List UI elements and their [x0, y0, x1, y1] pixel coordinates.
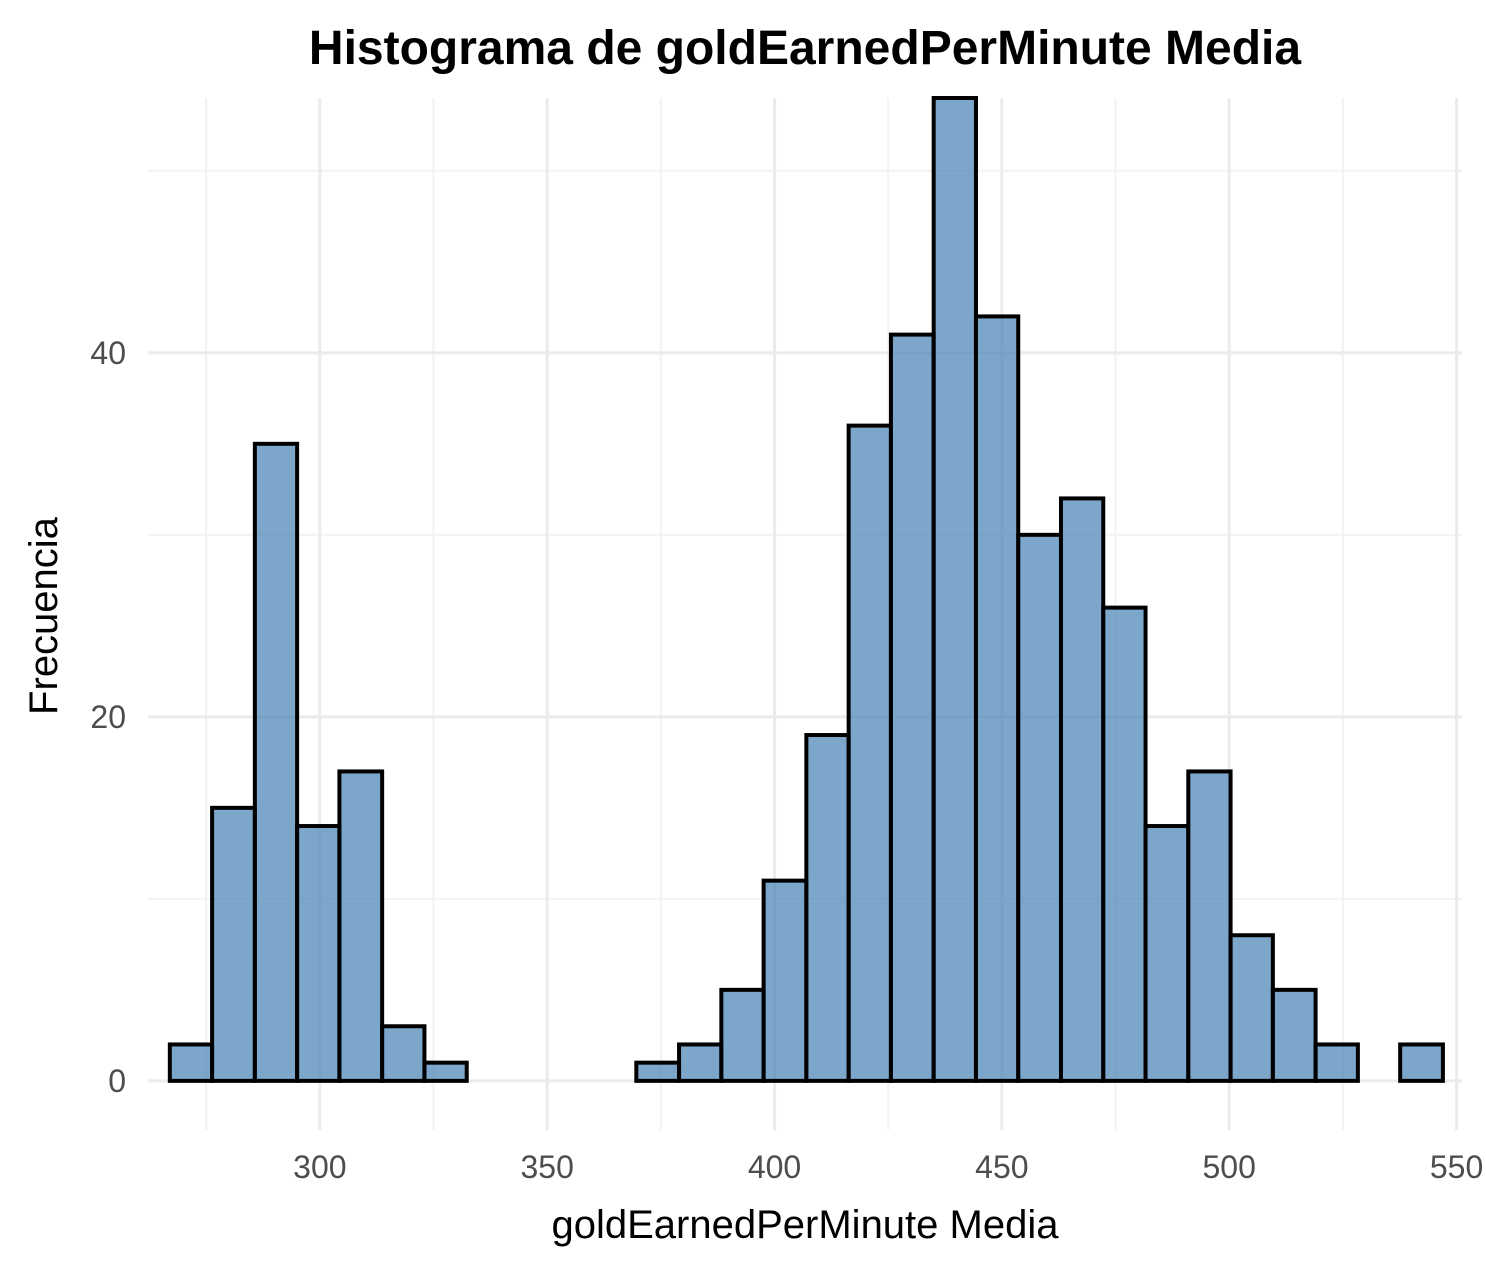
histogram-bar: [888, 332, 936, 1083]
histogram-bar: [1058, 496, 1106, 1083]
histogram-bar: [422, 1060, 469, 1083]
histogram-bar: [804, 733, 851, 1083]
histogram-bar: [337, 769, 385, 1083]
y-tick-label: 40: [90, 335, 126, 371]
histogram-bar: [719, 987, 766, 1083]
x-tick-label: 300: [293, 1149, 346, 1185]
x-tick-label: 450: [975, 1149, 1028, 1185]
histogram-bar: [1101, 605, 1148, 1083]
histogram-bar: [167, 1042, 215, 1083]
histogram-bar: [1313, 1042, 1360, 1083]
histogram-bar: [973, 314, 1021, 1083]
histogram-bar: [634, 1060, 682, 1083]
chart-title: Histograma de goldEarnedPerMinute Media: [309, 22, 1301, 75]
y-tick-label: 20: [90, 699, 126, 735]
histogram-bar: [1398, 1042, 1445, 1083]
histogram-bar: [1143, 824, 1191, 1083]
histogram-bar: [1228, 933, 1275, 1083]
histogram-bar: [295, 824, 342, 1083]
histogram-bar: [380, 1024, 427, 1083]
histogram-bar: [1186, 769, 1233, 1083]
y-tick-label: 0: [108, 1063, 126, 1099]
histogram-bar: [210, 805, 257, 1083]
y-axis-title: Frecuencia: [22, 516, 66, 715]
histogram-bar: [761, 878, 809, 1083]
x-tick-label: 550: [1430, 1149, 1483, 1185]
histogram-bar: [677, 1042, 724, 1083]
x-axis-title: goldEarnedPerMinute Media: [552, 1203, 1060, 1247]
x-tick-label: 500: [1203, 1149, 1256, 1185]
histogram-bar: [252, 441, 300, 1083]
x-tick-label: 350: [521, 1149, 574, 1185]
x-tick-label: 400: [748, 1149, 801, 1185]
histogram-bar: [846, 423, 893, 1083]
tick-labels-layer: 300 350 400 450 500 550 0 20 40: [90, 335, 1483, 1185]
histogram-bar: [931, 96, 978, 1083]
histogram-bar: [1016, 532, 1063, 1083]
bars-layer: [167, 96, 1445, 1083]
histogram-bar: [1270, 987, 1318, 1083]
